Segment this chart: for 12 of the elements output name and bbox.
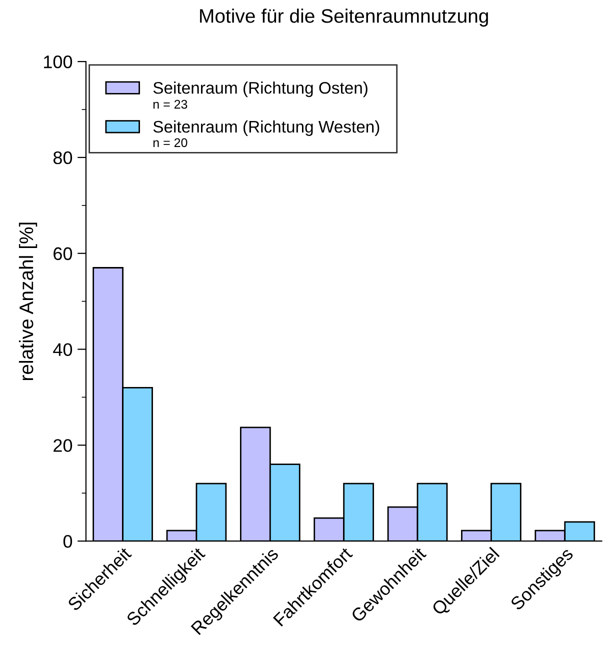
y-tick-label: 60: [54, 247, 72, 260]
legend-label: Seitenraum (Richtung Westen): [153, 120, 380, 136]
chart-title: Motive für die Seitenraumnutzung: [200, 8, 488, 27]
legend-label: Seitenraum (Richtung Osten): [153, 82, 368, 98]
annotation: n = 23: [153, 100, 188, 109]
y-tick-label: 80: [53, 151, 72, 164]
y-tick-label: 100: [44, 55, 72, 68]
y-axis-title: relative Anzahl [%]: [18, 222, 38, 380]
y-tick-label: 0: [63, 535, 72, 548]
annotation: n = 20: [153, 138, 188, 148]
y-tick-label: 40: [53, 343, 72, 356]
y-tick-label: 20: [54, 439, 72, 452]
